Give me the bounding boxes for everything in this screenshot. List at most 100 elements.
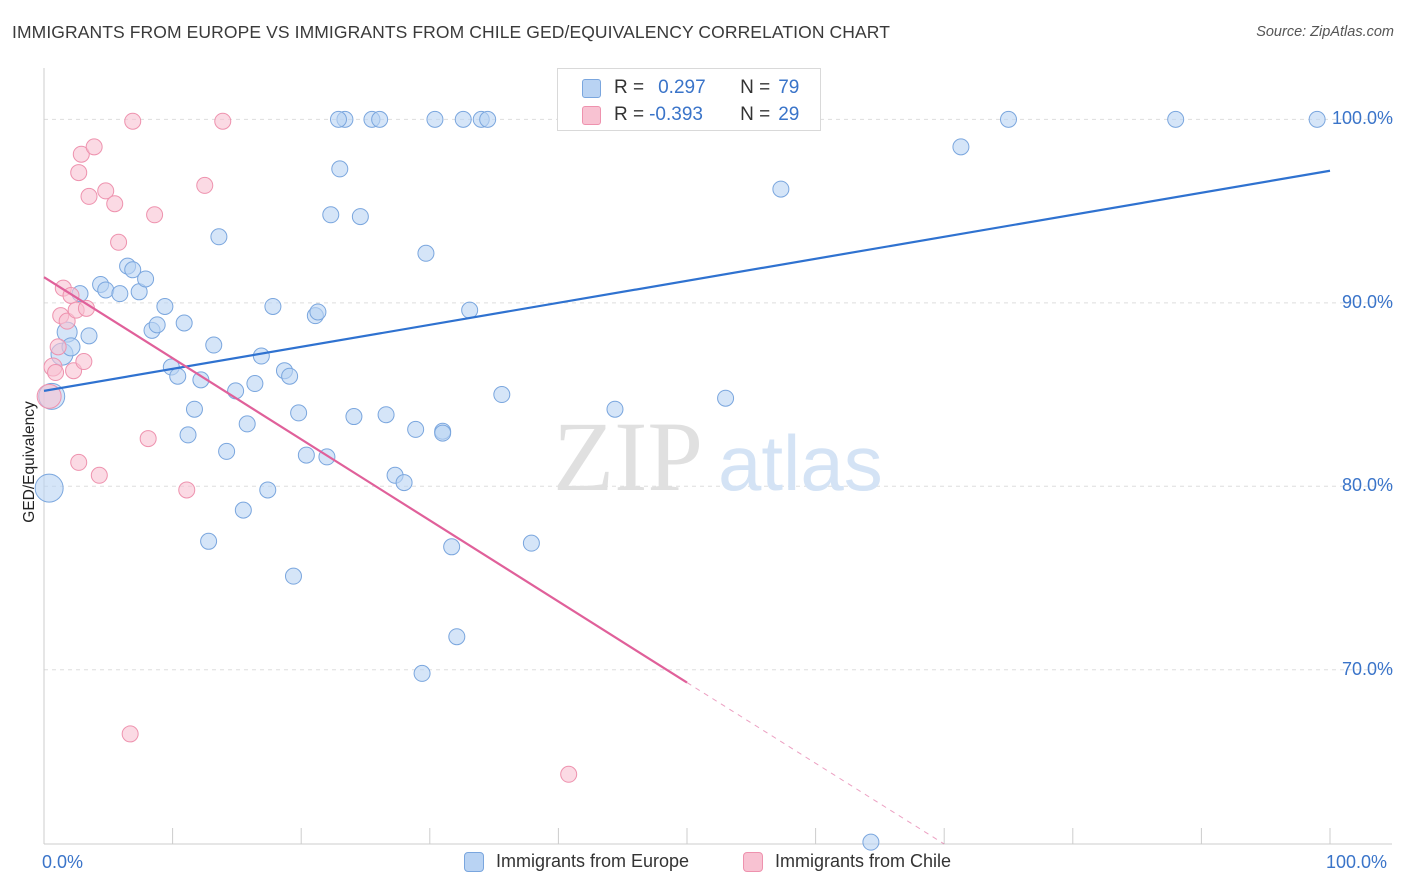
europe-point (111, 285, 129, 303)
chile-point (75, 353, 93, 371)
n-label: N = (740, 104, 771, 125)
chile-point (36, 383, 62, 409)
europe-point (413, 664, 431, 682)
europe-point (156, 297, 174, 315)
europe-point (606, 400, 624, 418)
chile-point (97, 182, 115, 200)
r-value: -0.393 (649, 104, 703, 125)
europe-point (175, 314, 193, 332)
europe-point (185, 400, 203, 418)
europe-point (329, 110, 347, 128)
europe-point (862, 833, 880, 851)
watermark-atlas: atlas (718, 419, 883, 507)
europe-point (1308, 110, 1326, 128)
europe-point (434, 424, 452, 442)
europe-point (80, 327, 98, 345)
y-axis-label: GED/Equivalency (21, 401, 38, 523)
y-tick-label: 70.0% (1341, 658, 1393, 679)
chile-point (178, 481, 196, 499)
chile-point (146, 206, 164, 224)
chile-point (80, 187, 98, 205)
chile-point (110, 233, 128, 251)
x-tick-label-max: 100.0% (1326, 852, 1388, 872)
r-label: R = (614, 77, 645, 98)
chile-point (124, 112, 142, 130)
r-value: 0.297 (658, 77, 706, 98)
chile-point (58, 312, 76, 330)
europe-point (1000, 110, 1017, 128)
europe-point (493, 386, 511, 404)
europe-point (479, 110, 497, 128)
europe-point (34, 473, 64, 503)
europe-point (284, 567, 302, 585)
n-label: N = (740, 77, 771, 98)
chile-point (214, 112, 232, 130)
chile-point (106, 195, 124, 213)
chart-title: IMMIGRANTS FROM EUROPE VS IMMIGRANTS FRO… (12, 22, 891, 42)
europe-swatch (582, 78, 601, 98)
europe-point (124, 261, 142, 279)
europe-point (331, 160, 349, 178)
europe-point (952, 138, 970, 156)
europe-point (137, 270, 155, 288)
stats-legend: R = 0.297 N = 79 R = -0.393 N = 29 (557, 68, 821, 131)
watermark-zip: ZIP (553, 401, 703, 512)
europe-point (227, 382, 245, 400)
europe-point (522, 534, 540, 552)
europe-point (443, 538, 461, 556)
chile-point (560, 765, 578, 783)
europe-point (234, 501, 252, 519)
europe-point (169, 367, 187, 385)
chile-point (90, 466, 108, 484)
europe-point (454, 110, 472, 128)
europe-point (407, 420, 425, 438)
europe-point (417, 244, 435, 262)
europe-point (148, 316, 166, 334)
n-value: 29 (778, 104, 800, 125)
europe-point (264, 297, 282, 315)
source-credit: Source: ZipAtlas.com (1256, 24, 1394, 40)
n-value: 79 (778, 77, 800, 98)
europe-point (297, 446, 315, 464)
chile-trend-line (43, 276, 688, 684)
chile-point (121, 725, 139, 743)
stats-row-europe: R = 0.297 N = 79 (582, 77, 799, 99)
europe-point (717, 389, 735, 407)
legend-swatch-europe (464, 851, 484, 872)
trend-lines (43, 169, 1331, 845)
chile-point (196, 176, 214, 194)
europe-point (395, 474, 413, 492)
axes (43, 68, 1392, 845)
europe-trend-line (43, 169, 1331, 392)
r-label: R = (614, 104, 645, 125)
chile-point (139, 430, 157, 448)
chile-point (70, 453, 88, 471)
europe-point (461, 301, 479, 319)
legend-item-chile: Immigrants from Chile (743, 851, 951, 872)
watermark: ZIP atlas (553, 401, 883, 512)
europe-point (345, 408, 363, 426)
stats-row-chile: R = -0.393 N = 29 (582, 104, 799, 126)
europe-point (377, 406, 395, 424)
y-tick-label: 100.0% (1331, 108, 1393, 129)
europe-point (246, 375, 264, 393)
europe-point (772, 180, 790, 198)
europe-point (97, 281, 115, 299)
y-tick-label: 80.0% (1341, 475, 1393, 496)
europe-point (309, 303, 327, 321)
europe-point (252, 347, 270, 365)
europe-point (290, 404, 308, 422)
europe-point (179, 426, 197, 444)
series-legend: Immigrants from Europe Immigrants from C… (0, 851, 1406, 877)
legend-swatch-chile (743, 851, 763, 872)
europe-point (448, 628, 466, 646)
chile-point (85, 138, 103, 156)
y-tick-label: 90.0% (1341, 291, 1393, 312)
europe-point (426, 110, 444, 128)
chile-swatch (582, 105, 601, 125)
chile-trend-extension (686, 682, 945, 845)
chile-point (47, 364, 65, 382)
europe-point (205, 336, 223, 354)
europe-point (322, 206, 340, 224)
